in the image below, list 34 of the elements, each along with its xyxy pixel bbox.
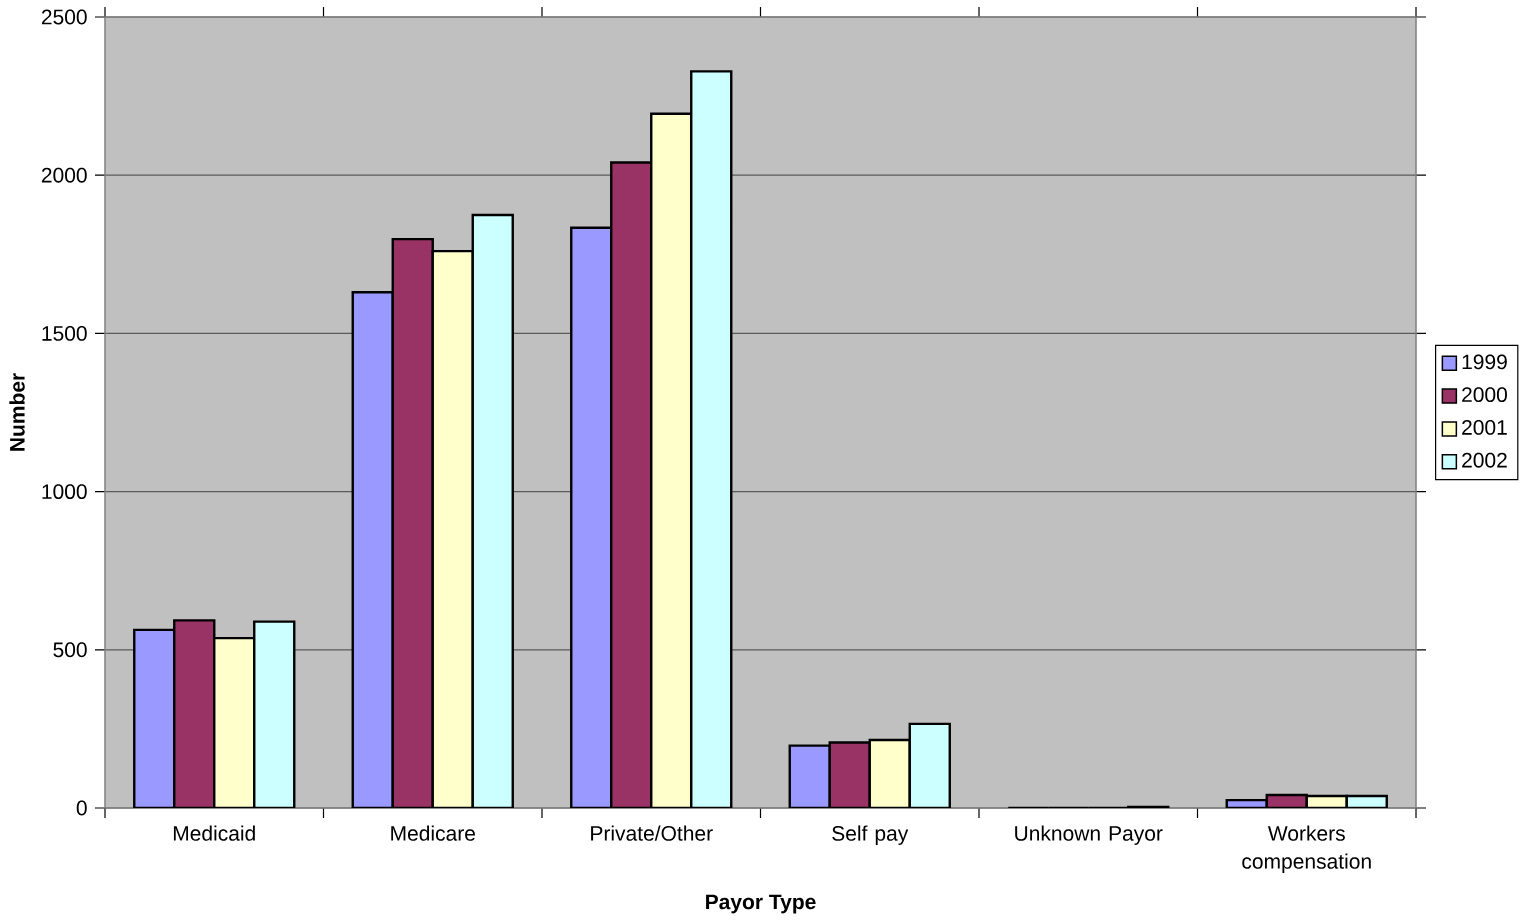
- bar: [610, 161, 653, 808]
- legend-label: 2000: [1462, 387, 1507, 403]
- x-axis-title: Payor Type: [706, 894, 816, 914]
- bar: [908, 722, 951, 808]
- bar: [391, 237, 434, 808]
- legend-label: 2002: [1462, 452, 1507, 468]
- bar: [133, 628, 176, 808]
- bar: [351, 291, 394, 808]
- bar: [253, 620, 296, 808]
- bar: [471, 213, 514, 808]
- y-tick-label: 0: [76, 800, 87, 816]
- y-tick-label: 2500: [41, 9, 87, 25]
- bar: [173, 619, 216, 808]
- y-tick-label: 1000: [42, 484, 87, 500]
- x-tick-label: Medicaid: [173, 825, 255, 841]
- bar: [868, 738, 911, 808]
- bar: [690, 70, 733, 808]
- x-tick-label: Medicare: [391, 825, 475, 841]
- y-tick-label: 1500: [42, 325, 87, 341]
- y-tick-label: 2000: [41, 167, 87, 183]
- x-tick-label: Self pay: [832, 825, 909, 845]
- legend-label: 2001: [1462, 419, 1507, 435]
- bar: [431, 249, 474, 808]
- y-tick-label: 500: [53, 642, 87, 658]
- legend-label: 1999: [1462, 354, 1507, 370]
- bar: [570, 226, 613, 808]
- x-tick-label: Unknown Payor: [1015, 825, 1163, 845]
- bar: [828, 741, 871, 808]
- y-axis-title: Number: [9, 373, 25, 451]
- bar: [788, 744, 831, 808]
- bar: [650, 112, 693, 808]
- bar: [213, 636, 256, 808]
- x-tick-label: Workers compensation: [1242, 825, 1371, 873]
- x-tick-label: Private/Other: [591, 825, 713, 841]
